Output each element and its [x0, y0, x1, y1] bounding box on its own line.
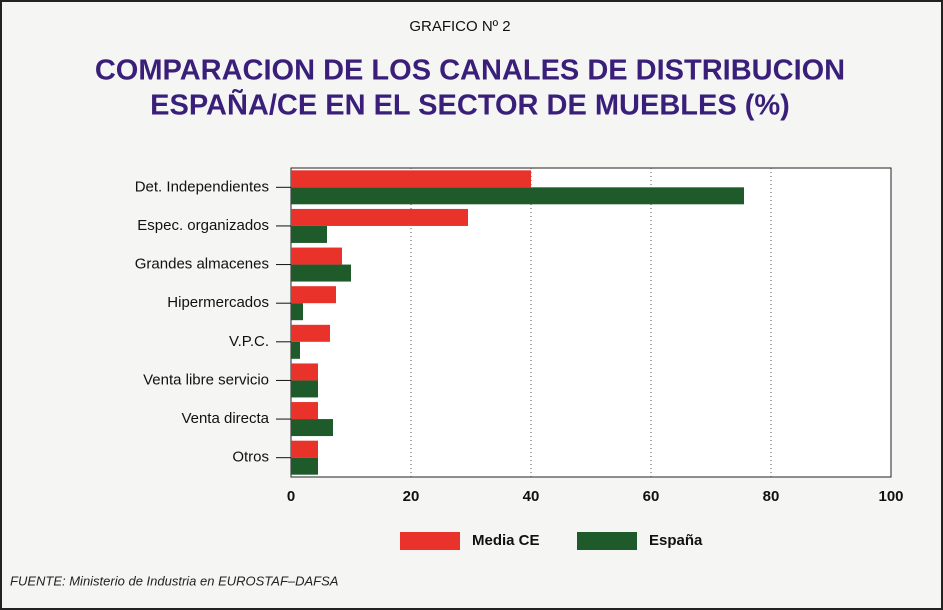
y-tick-label: Hipermercados: [167, 294, 269, 311]
bar: [291, 380, 318, 398]
legend-label: Media CE: [472, 532, 540, 549]
x-tick-label: 100: [878, 488, 903, 505]
chart-subtitle: GRAFICO Nº 2: [409, 18, 510, 35]
y-tick-label: Det. Independientes: [135, 178, 269, 195]
bar: [291, 247, 342, 265]
bar: [291, 363, 318, 381]
source-note: FUENTE: Ministerio de Industria en EUROS…: [10, 573, 338, 588]
bar: [291, 324, 330, 342]
x-tick-label: 40: [523, 488, 540, 505]
legend-label: España: [649, 532, 703, 549]
y-tick-label: V.P.C.: [229, 333, 269, 350]
y-tick-label: Espec. organizados: [137, 217, 269, 234]
x-tick-label: 80: [763, 488, 780, 505]
chart-title: ESPAÑA/CE EN EL SECTOR DE MUEBLES (%): [150, 88, 790, 122]
y-tick-label: Grandes almacenes: [135, 256, 269, 273]
bar: [291, 341, 300, 359]
bar: [291, 225, 327, 243]
chart-title: COMPARACION DE LOS CANALES DE DISTRIBUCI…: [95, 55, 845, 87]
bar: [291, 187, 744, 205]
legend-swatch: [577, 532, 637, 550]
bar: [291, 402, 318, 420]
bar: [291, 208, 468, 226]
bar: [291, 419, 333, 437]
x-tick-label: 20: [403, 488, 420, 505]
bar: [291, 457, 318, 475]
bar: [291, 170, 531, 188]
y-tick-label: Venta libre servicio: [143, 371, 269, 388]
bar: [291, 440, 318, 458]
bar: [291, 264, 351, 282]
legend-swatch: [400, 532, 460, 550]
bar: [291, 303, 303, 321]
x-tick-label: 60: [643, 488, 660, 505]
bar: [291, 286, 336, 304]
y-tick-label: Otros: [232, 449, 269, 466]
x-tick-label: 0: [287, 488, 295, 505]
y-tick-label: Venta directa: [181, 410, 269, 427]
